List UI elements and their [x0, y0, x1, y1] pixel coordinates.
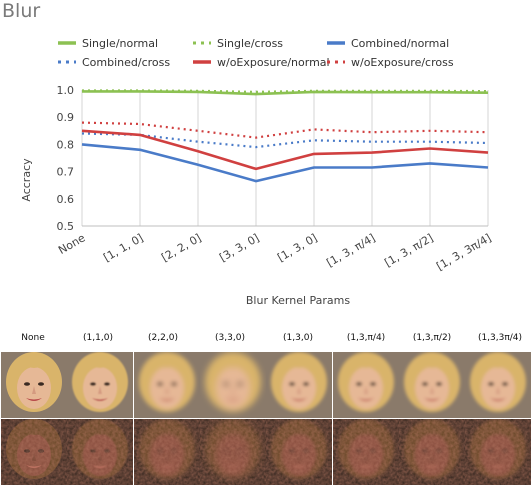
perturbed-face-image	[133, 419, 200, 485]
image-column-label: (2,2,0)	[148, 333, 178, 343]
clean-face-image	[199, 352, 266, 418]
clean-face-image	[133, 352, 200, 418]
perturbed-face-image	[398, 419, 465, 485]
y-tick-label: 1.0	[57, 84, 75, 97]
legend-item: w/oExposure/normal	[193, 56, 330, 69]
series-line	[81, 132, 489, 149]
series-line	[82, 90, 489, 96]
legend-label: w/oExposure/cross	[351, 56, 454, 69]
image-column-label: (3,3,0)	[215, 333, 245, 343]
clean-face-image	[1, 352, 67, 418]
image-column-label: (1,3,π/2)	[412, 333, 452, 343]
image-column-label: None	[21, 333, 45, 343]
legend-item: w/oExposure/cross	[327, 56, 454, 69]
x-tick-label: [1, 1, 0]	[101, 231, 145, 264]
perturbed-face-image	[266, 419, 333, 485]
series-line	[82, 89, 489, 94]
x-tick-label: [1, 3, π/2]	[382, 231, 435, 269]
y-tick-label: 0.9	[57, 111, 75, 124]
perturbed-face-image	[199, 419, 266, 485]
x-tick-label: [1, 3, 3π/4]	[434, 231, 493, 273]
image-column-label: (1,3,0)	[283, 333, 313, 343]
x-tick-label: [1, 3, 0]	[275, 231, 319, 264]
series-lines	[81, 89, 489, 183]
x-tick-label: None	[56, 231, 88, 257]
image-column-label: (1,1,0)	[83, 333, 113, 343]
axes: 0.5 0.6 0.7 0.8 0.9 1.0 None [1, 1, 0] [2, 2, 0]…	[56, 84, 493, 273]
clean-face-image	[266, 352, 333, 418]
image-column-label: (1,3,3π/4)	[477, 333, 523, 343]
x-tick-label: [1, 3, π/4]	[324, 231, 377, 269]
legend-item: Single/cross	[193, 37, 283, 50]
legend-item: Combined/normal	[327, 37, 449, 50]
legend-item: Combined/cross	[58, 56, 170, 69]
y-tick-label: 0.8	[57, 138, 75, 151]
legend-label: w/oExposure/normal	[217, 56, 330, 69]
perturbed-face-image	[1, 419, 67, 485]
x-axis-label: Blur Kernel Params	[246, 294, 351, 307]
clean-face-image	[398, 352, 465, 418]
legend-label: Single/normal	[82, 37, 158, 50]
x-tick-label: [3, 3, 0]	[217, 231, 261, 264]
series-line	[81, 143, 489, 183]
series-line	[81, 129, 489, 171]
x-tick-label: [2, 2, 0]	[159, 231, 203, 264]
legend-label: Combined/normal	[351, 37, 449, 50]
perturbed-face-image	[67, 419, 134, 485]
y-axis-label: Accracy	[20, 158, 33, 202]
image-column-label: (1,3,π/4)	[346, 333, 386, 343]
y-tick-label: 0.7	[57, 166, 75, 179]
perturbed-face-image	[332, 419, 399, 485]
clean-face-image	[67, 352, 134, 418]
clean-face-image	[332, 352, 399, 418]
y-tick-label: 0.5	[57, 220, 75, 233]
chart-title: Blur	[2, 0, 41, 22]
perturbed-face-image	[465, 419, 532, 485]
clean-face-image	[465, 352, 532, 418]
y-tick-label: 0.6	[57, 193, 75, 206]
line-chart: Single/normal Single/cross Combined/normal…	[20, 37, 494, 307]
series-line	[81, 121, 489, 139]
grid	[81, 90, 489, 226]
legend-label: Single/cross	[217, 37, 283, 50]
legend: Single/normal Single/cross Combined/normal…	[58, 37, 454, 69]
legend-item: Single/normal	[58, 37, 158, 50]
legend-label: Combined/cross	[82, 56, 170, 69]
